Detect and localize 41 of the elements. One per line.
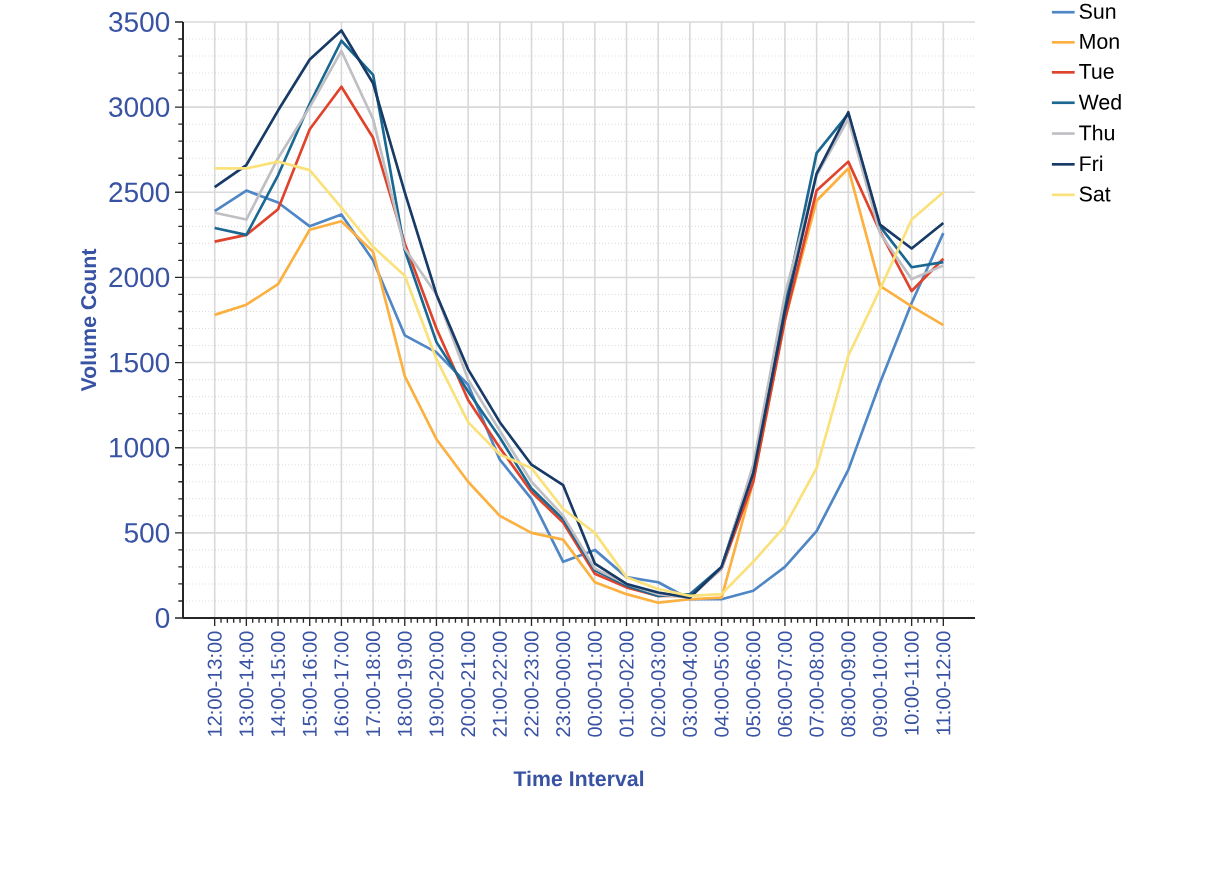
x-axis-title: Time Interval — [513, 770, 644, 787]
x-tick-label: 10:00-11:00 — [904, 631, 919, 735]
x-tick-label: 02:00-03:00 — [651, 631, 666, 737]
legend-label: Wed — [1078, 94, 1121, 110]
x-tick-label: 07:00-08:00 — [809, 631, 824, 737]
y-tick-label: 2500 — [109, 182, 170, 203]
y-tick-label: 1500 — [110, 352, 170, 373]
x-tick-label: 01:00-02:00 — [619, 631, 634, 737]
y-tick-label: 3500 — [109, 12, 170, 32]
x-tick-label: 05:00-06:00 — [746, 631, 761, 737]
x-tick-label: 08:00-09:00 — [841, 631, 856, 737]
legend-label: Mon — [1080, 34, 1119, 49]
y-tick-label: 3000 — [109, 97, 170, 118]
legend-label: Fri — [1080, 155, 1103, 172]
x-tick-label: 14:00-15:00 — [270, 631, 286, 736]
x-tick-label: 04:00-05:00 — [714, 631, 729, 737]
legend-label: Tue — [1079, 64, 1114, 79]
x-tick-label: 19:00-20:00 — [429, 631, 444, 736]
y-tick-label: 0 — [155, 608, 170, 628]
x-tick-label: 22:00-23:00 — [524, 631, 539, 737]
x-tick-label: 20:00-21:00 — [461, 631, 476, 737]
legend-label: Sat — [1079, 186, 1111, 202]
x-tick-label: 13:00-14:00 — [239, 631, 254, 736]
x-tick-label: 09:00-10:00 — [872, 631, 888, 737]
x-tick-label: 11:00-12:00 — [936, 631, 951, 735]
x-tick-label: 17:00-18:00 — [366, 631, 381, 736]
x-tick-label: 18:00-19:00 — [397, 631, 412, 736]
x-tick-label: 12:00-13:00 — [207, 631, 222, 736]
legend-label: Sun — [1079, 3, 1116, 19]
x-tick-label: 00:00-01:00 — [587, 631, 602, 737]
x-tick-label: 15:00-16:00 — [302, 631, 317, 736]
x-tick-label: 21:00-22:00 — [492, 631, 507, 737]
x-tick-label: 06:00-07:00 — [777, 631, 792, 737]
x-tick-label: 03:00-04:00 — [682, 631, 697, 737]
y-tick-label: 1000 — [110, 437, 170, 458]
y-axis-title: Volume Count — [80, 248, 97, 392]
legend-label: Thu — [1079, 124, 1114, 141]
x-tick-label: 23:00-00:00 — [556, 631, 571, 737]
x-tick-label: 16:00-17:00 — [334, 631, 349, 736]
y-tick-label: 2000 — [109, 267, 170, 288]
y-tick-label: 500 — [124, 522, 170, 543]
